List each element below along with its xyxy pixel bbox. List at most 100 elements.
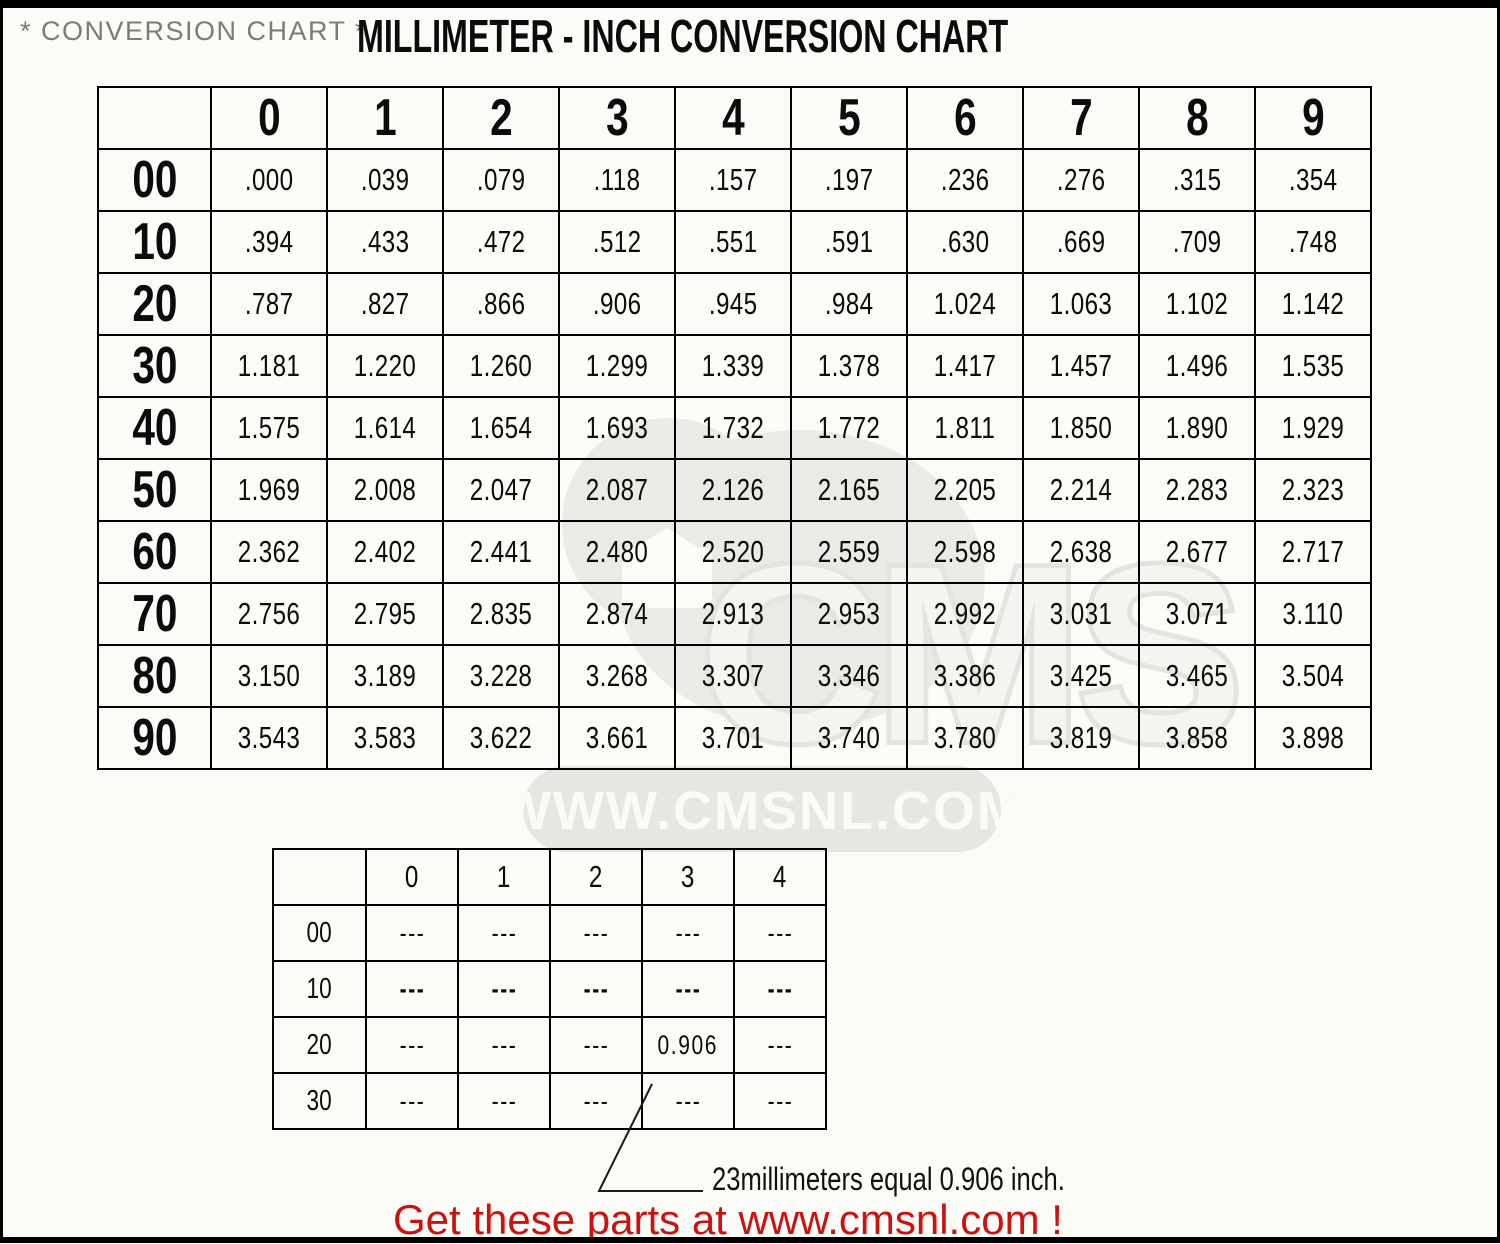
value-cell-label: ---: [399, 1029, 425, 1060]
value-cell-label: 2.874: [585, 596, 649, 631]
value-cell: 2.638: [1022, 520, 1140, 584]
page-subtitle: * CONVERSION CHART *: [20, 16, 368, 46]
value-cell: 2.480: [558, 520, 676, 584]
value-cell-label: 1.969: [237, 472, 301, 507]
value-cell: 0.906: [641, 1016, 735, 1074]
value-cell-label: 3.898: [1281, 720, 1345, 755]
value-cell-label: 1.614: [353, 410, 417, 445]
value-cell-label: 3.622: [469, 720, 533, 755]
col-header-cell: 9: [1254, 86, 1372, 150]
footer-promo-link[interactable]: Get these parts at www.cmsnl.com !: [393, 1196, 1063, 1243]
value-cell: 1.929: [1254, 396, 1372, 460]
col-header-cell: 0: [365, 848, 459, 906]
value-cell: 3.504: [1254, 644, 1372, 708]
value-cell-label: 2.402: [353, 534, 417, 569]
value-cell-label: ---: [767, 917, 793, 948]
value-cell: 2.165: [790, 458, 908, 522]
value-cell-label: ---: [675, 917, 701, 948]
value-cell: 2.835: [442, 582, 560, 646]
value-cell-label: .000: [244, 162, 294, 197]
value-cell: ---: [457, 1016, 551, 1074]
value-cell-label: ---: [399, 973, 425, 1004]
value-cell: 3.071: [1138, 582, 1256, 646]
value-cell: 3.031: [1022, 582, 1140, 646]
value-cell-label: ---: [583, 1029, 609, 1060]
value-cell-label: .630: [940, 224, 990, 259]
value-cell-label: .079: [476, 162, 526, 197]
value-cell-label: .827: [360, 286, 410, 321]
value-cell: 3.465: [1138, 644, 1256, 708]
row-header-cell: 00: [97, 148, 212, 212]
value-cell-label: 2.087: [585, 472, 649, 507]
value-cell-label: 1.890: [1165, 410, 1229, 445]
value-cell-label: .591: [824, 224, 874, 259]
value-cell: 2.874: [558, 582, 676, 646]
row-header-cell-label: 00: [131, 151, 178, 209]
col-header-cell: 1: [326, 86, 444, 150]
value-cell: 2.323: [1254, 458, 1372, 522]
value-cell: 2.047: [442, 458, 560, 522]
col-header-cell-label: 4: [721, 89, 745, 147]
row-header-cell: 10: [272, 960, 367, 1018]
value-cell-label: 1.063: [1049, 286, 1113, 321]
value-cell-label: 3.150: [237, 658, 301, 693]
value-cell-label: .118: [593, 162, 641, 197]
value-cell-label: 1.260: [469, 348, 533, 383]
value-cell-label: 2.953: [817, 596, 881, 631]
value-cell: ---: [641, 1072, 735, 1130]
value-cell-label: ---: [767, 1029, 793, 1060]
value-cell: .276: [1022, 148, 1140, 212]
value-cell: 1.772: [790, 396, 908, 460]
row-header-cell: 30: [97, 334, 212, 398]
value-cell-label: 2.795: [353, 596, 417, 631]
value-cell: ---: [365, 960, 459, 1018]
value-cell: 3.268: [558, 644, 676, 708]
value-cell: ---: [365, 904, 459, 962]
value-cell: ---: [733, 960, 827, 1018]
col-header-cell: 2: [442, 86, 560, 150]
value-cell: .591: [790, 210, 908, 274]
value-cell: .630: [906, 210, 1024, 274]
value-cell: 1.024: [906, 272, 1024, 336]
value-cell: 1.850: [1022, 396, 1140, 460]
value-cell-label: .354: [1288, 162, 1338, 197]
value-cell: ---: [549, 1072, 643, 1130]
value-cell: 3.110: [1254, 582, 1372, 646]
col-header-cell-label: 6: [953, 89, 977, 147]
value-cell: 1.890: [1138, 396, 1256, 460]
col-header-cell: 0: [210, 86, 328, 150]
row-header-cell: 20: [97, 272, 212, 336]
value-cell-label: ---: [491, 973, 517, 1004]
col-header-cell: 4: [674, 86, 792, 150]
value-cell: .551: [674, 210, 792, 274]
row-header-cell: 90: [97, 706, 212, 770]
col-header-cell-label: 0: [405, 859, 419, 894]
value-cell: 3.583: [326, 706, 444, 770]
col-header-cell-label: 9: [1301, 89, 1325, 147]
value-cell: 1.378: [790, 334, 908, 398]
value-cell-label: 2.362: [237, 534, 301, 569]
value-cell-label: 2.214: [1049, 472, 1113, 507]
value-cell-label: .039: [360, 162, 410, 197]
row-header-cell-label: 60: [131, 523, 178, 581]
value-cell-label: .669: [1056, 224, 1106, 259]
value-cell-label: 1.811: [934, 410, 996, 445]
row-header-cell-label: 30: [131, 337, 178, 395]
value-cell-label: ---: [767, 1085, 793, 1116]
value-cell: ---: [733, 904, 827, 962]
value-cell: 3.740: [790, 706, 908, 770]
col-header-cell: 3: [558, 86, 676, 150]
col-header-cell: 8: [1138, 86, 1256, 150]
value-cell: .748: [1254, 210, 1372, 274]
value-cell-label: .748: [1288, 224, 1338, 259]
value-cell: 2.717: [1254, 520, 1372, 584]
row-header-cell-label: 30: [306, 1084, 333, 1117]
value-cell-label: 1.339: [701, 348, 765, 383]
value-cell-label: 2.047: [469, 472, 533, 507]
value-cell-label: 3.307: [701, 658, 765, 693]
value-cell-label: 1.417: [933, 348, 997, 383]
value-cell: 2.992: [906, 582, 1024, 646]
col-header-cell: 7: [1022, 86, 1140, 150]
value-cell: 2.008: [326, 458, 444, 522]
value-cell: .197: [790, 148, 908, 212]
